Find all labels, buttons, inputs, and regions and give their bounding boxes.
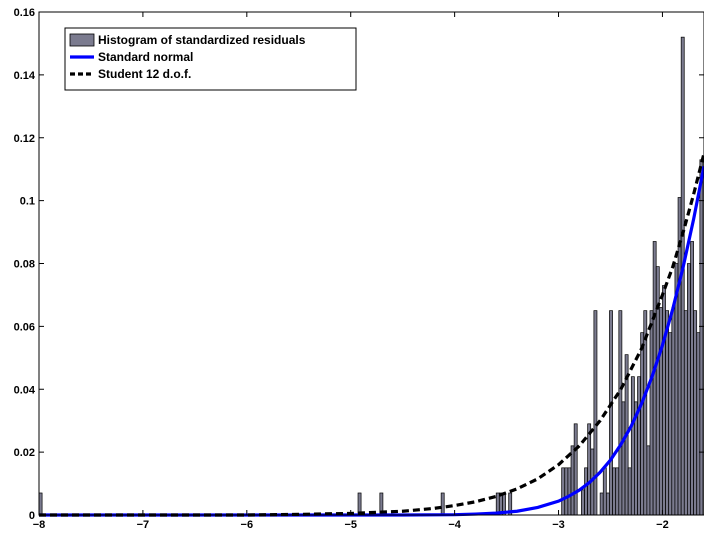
x-tick-label: −4 (448, 519, 461, 531)
histogram-bar (593, 310, 598, 516)
y-tick-label: 0.04 (14, 384, 36, 396)
x-tick-label: −2 (656, 519, 669, 531)
histogram-bar (615, 467, 620, 516)
histogram-bar (693, 310, 698, 516)
y-tick-label: 0.02 (14, 447, 35, 459)
x-tick-label: −7 (137, 519, 150, 531)
histogram-bar (668, 332, 673, 516)
histogram-bar (690, 241, 694, 516)
histogram-bar (587, 423, 592, 516)
student-12-dof-curve (39, 153, 704, 517)
histogram-bar (649, 310, 654, 516)
histogram-bar (683, 310, 688, 516)
histogram-bars (38, 36, 704, 516)
histogram-bar (652, 241, 657, 516)
histogram-bar (612, 467, 617, 516)
y-tick-label: 0 (29, 510, 35, 522)
histogram-bar (567, 467, 572, 516)
histogram-bar (621, 401, 626, 516)
histogram-bar (646, 445, 651, 516)
y-tick-label: 0.08 (14, 259, 35, 271)
legend-histogram-label: Histogram of standardized residuals (98, 33, 306, 47)
x-axis: −8 −7 −6 −5 −4 −3 −2 (33, 12, 669, 531)
y-tick-label: 0.16 (14, 7, 35, 19)
y-tick-label: 0.06 (14, 321, 35, 333)
histogram-bar (687, 263, 691, 516)
standard-normal-curve (39, 166, 704, 517)
histogram-bar (599, 492, 604, 516)
histogram-bar (658, 307, 663, 516)
histogram-bar (573, 423, 578, 516)
histogram-bar (561, 467, 566, 516)
histogram-bar (605, 492, 610, 516)
legend-histogram-swatch (69, 33, 95, 47)
histogram-bar (643, 310, 648, 516)
x-tick-label: −5 (344, 519, 357, 531)
histogram-bar (671, 307, 676, 516)
histogram-bar (637, 376, 641, 516)
legend-normal-label: Standard normal (98, 50, 193, 64)
histogram-bar (699, 159, 704, 516)
histogram-bar (584, 467, 588, 516)
legend: Histogram of standardized residuals Stan… (64, 27, 357, 91)
histogram-bar (640, 332, 645, 516)
y-tick-label: 0.1 (20, 196, 35, 208)
histogram-bar (609, 310, 613, 516)
x-tick-label: −3 (552, 519, 565, 531)
histogram-bar (662, 285, 666, 516)
y-axis: 0 0.02 0.04 0.06 0.08 0.1 0.12 0.14 0.16 (14, 7, 704, 522)
x-tick-label: −8 (33, 519, 46, 531)
histogram-bar (630, 376, 635, 516)
x-tick-label: −6 (241, 519, 254, 531)
legend-box (64, 27, 357, 91)
histogram-bar (581, 489, 585, 516)
histogram-bar (627, 467, 632, 516)
y-tick-label: 0.14 (14, 70, 36, 82)
histogram-bar (440, 492, 445, 516)
histogram-bar (696, 332, 701, 516)
histogram-bar (665, 310, 670, 516)
histogram-bar (602, 467, 607, 516)
histogram-bar (618, 310, 623, 516)
histogram-bar (570, 445, 575, 516)
legend-student-label: Student 12 d.o.f. (98, 67, 191, 81)
histogram-bar (564, 467, 569, 516)
y-tick-label: 0.12 (14, 133, 35, 145)
